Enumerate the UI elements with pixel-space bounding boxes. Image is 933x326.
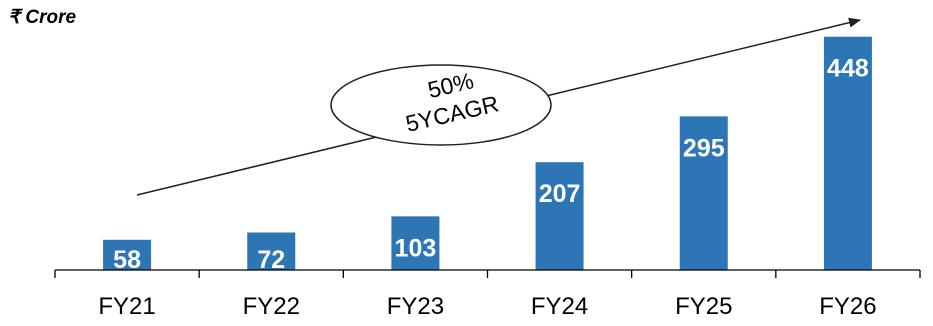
- bar-value-label: 58: [113, 246, 141, 274]
- bar-fy24: [535, 162, 584, 270]
- x-tick-label: FY26: [819, 293, 876, 320]
- x-tick-label: FY22: [243, 293, 300, 320]
- bar-value-label: 295: [683, 134, 725, 162]
- bars-layer: [103, 36, 872, 271]
- bar-value-label: 103: [395, 234, 437, 262]
- x-tick-label: FY25: [675, 293, 732, 320]
- bar-value-label: 207: [539, 180, 581, 208]
- x-tick-label: FY21: [98, 293, 155, 320]
- bar-fy23: [391, 216, 440, 270]
- bar-value-label: 448: [827, 55, 869, 83]
- unit-label: ₹ Crore: [8, 7, 77, 28]
- x-tick-label: FY24: [531, 293, 588, 320]
- bar-fy26: [823, 36, 872, 270]
- bar-fy22: [247, 232, 296, 270]
- bar-fy21: [103, 239, 152, 270]
- bar-fy25: [679, 116, 728, 271]
- ticks-layer: [54, 270, 921, 278]
- cagr-callout: [330, 64, 552, 146]
- labels-layer: 58 FY21 72 FY22 103 FY23 207 FY24 295 FY25 448 FY26: [98, 55, 876, 320]
- x-tick-label: FY23: [387, 293, 444, 320]
- bar-value-label: 72: [257, 246, 285, 274]
